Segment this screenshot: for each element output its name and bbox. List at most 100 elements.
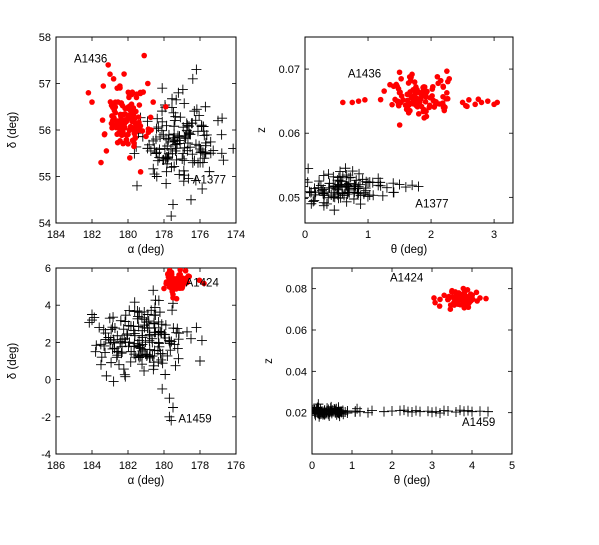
data-point-dot [440, 83, 446, 90]
data-point-plus [167, 93, 178, 104]
data-point-plus [154, 307, 165, 318]
data-point-plus [337, 171, 348, 182]
data-point-dot [135, 114, 142, 120]
data-point-plus [411, 405, 421, 416]
cluster-annotation: A1436 [348, 68, 381, 80]
data-point-plus [170, 111, 181, 122]
data-point-plus [318, 184, 329, 195]
data-point-plus [168, 199, 178, 210]
data-point-plus [123, 341, 134, 352]
data-point-dot [128, 106, 135, 112]
data-point-plus [161, 166, 172, 177]
marks [312, 285, 493, 422]
data-point-plus [363, 177, 374, 188]
data-point-dot [166, 274, 173, 281]
data-point-plus [177, 153, 188, 164]
data-point-plus [157, 83, 168, 94]
data-point-dot [201, 280, 207, 287]
x-tick-label: 1 [365, 229, 371, 241]
y-tick-label: 57 [39, 79, 51, 91]
data-point-plus [381, 182, 392, 193]
data-point-dot [457, 291, 464, 298]
y-tick-label: 0.06 [279, 128, 300, 140]
x-tick-label: 176 [191, 229, 209, 241]
data-point-plus [142, 323, 153, 334]
data-point-dot [355, 98, 362, 104]
marks [85, 52, 236, 222]
data-point-plus [179, 155, 190, 166]
cluster-annotation: A1377 [193, 174, 226, 186]
data-point-plus [166, 211, 177, 222]
data-point-plus [349, 187, 360, 198]
panel-1: 184 182 180 178 176 174 54 55 56 57 58 α (deg) δ (de… [7, 32, 245, 256]
data-point-dot [166, 269, 173, 275]
data-point-plus [153, 316, 164, 327]
x-tick-label: 182 [83, 229, 101, 241]
data-point-plus [278, 177, 288, 187]
data-point-plus [170, 139, 181, 150]
data-point-plus [175, 138, 186, 149]
data-point-dot [423, 113, 430, 120]
data-point-plus [148, 318, 159, 329]
data-point-dot [445, 78, 451, 85]
data-point-dot [119, 131, 126, 138]
y-axis-label: z [256, 127, 268, 133]
data-point-plus [114, 359, 124, 370]
data-point-dot [410, 87, 416, 93]
y-axis-label: z [263, 358, 275, 364]
data-point-dot [131, 140, 137, 146]
data-point-dot [494, 99, 501, 106]
data-point-dot [100, 83, 107, 89]
data-point-plus [174, 130, 185, 141]
y-tick-label: 54 [39, 218, 51, 230]
y-tick-label: 4 [45, 300, 51, 312]
data-point-plus [204, 166, 215, 177]
data-point-plus [115, 336, 126, 347]
data-point-plus [345, 172, 356, 183]
data-point-dot [466, 97, 472, 103]
data-point-dot [147, 114, 154, 121]
data-point-plus [139, 365, 150, 376]
data-point-dot [432, 299, 438, 306]
data-point-dot [125, 131, 131, 138]
data-point-dot [109, 118, 116, 124]
data-point-dot [150, 99, 156, 105]
data-point-plus [342, 408, 353, 419]
data-point-plus [173, 353, 184, 364]
data-point-plus [342, 181, 353, 192]
data-point-dot [122, 117, 129, 123]
data-point-dot [129, 117, 136, 123]
data-point-plus [455, 405, 465, 416]
data-point-plus [170, 360, 181, 371]
x-axis-label: θ (deg) [394, 475, 431, 487]
data-point-dot [145, 129, 152, 136]
data-point-dot [427, 94, 433, 101]
data-point-plus [413, 181, 424, 192]
data-point-plus [483, 406, 493, 417]
data-point-dot [393, 81, 400, 88]
data-point-plus [141, 317, 152, 328]
data-point-plus [183, 121, 194, 132]
data-point-dot [101, 131, 108, 138]
y-tick-label: 0.02 [286, 408, 307, 420]
data-point-plus [148, 163, 159, 174]
data-point-dot [349, 99, 356, 106]
data-point-plus [112, 330, 123, 341]
y-tick-label: 0.06 [286, 325, 307, 337]
data-point-plus [144, 139, 155, 150]
data-point-plus [216, 148, 227, 159]
data-point-plus [152, 113, 163, 124]
cluster-annotation: A1377 [415, 199, 448, 211]
x-tick-label: 0 [302, 229, 308, 241]
data-point-plus [451, 407, 461, 418]
data-point-dot [139, 128, 146, 134]
data-point-dot [426, 104, 433, 111]
data-point-plus [198, 121, 209, 132]
cluster-annotation: A1459 [178, 413, 211, 425]
data-point-dot [99, 117, 106, 123]
data-point-plus [178, 148, 189, 159]
data-point-plus [308, 196, 319, 207]
data-point-plus [133, 350, 144, 361]
data-point-dot [89, 99, 95, 105]
data-point-dot [103, 148, 110, 154]
